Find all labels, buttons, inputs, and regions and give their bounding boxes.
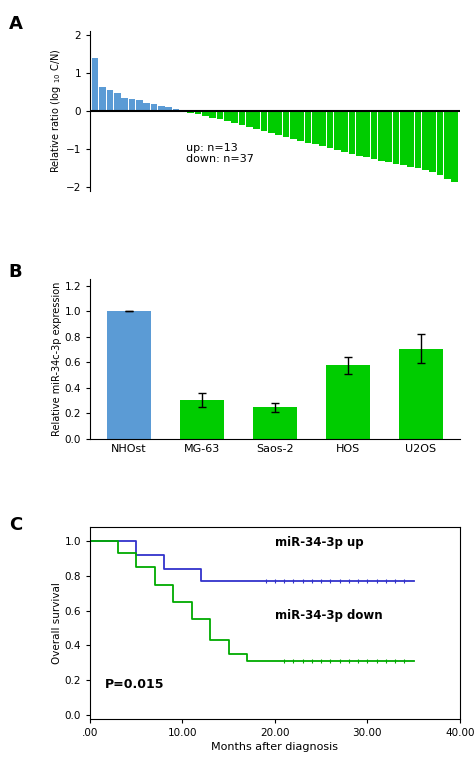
Bar [363,111,370,157]
Bar [246,111,253,127]
Bar [415,111,421,169]
Bar [275,111,282,135]
Bar [371,111,377,159]
Bar [356,111,363,155]
Bar [407,111,414,167]
Bar [429,111,436,173]
Bar [261,111,267,131]
X-axis label: Months after diagnosis: Months after diagnosis [211,742,338,752]
Y-axis label: Relative miR-34c-3p expression: Relative miR-34c-3p expression [52,282,62,436]
Bar [400,111,407,166]
Bar [136,100,143,111]
Bar [392,111,399,164]
Bar [341,111,348,152]
Bar [319,111,326,146]
Bar [224,111,230,121]
Bar [231,111,238,123]
Bar [114,93,120,111]
Bar [217,111,223,119]
Y-axis label: Relative ratio (log $_{10}$ C/N): Relative ratio (log $_{10}$ C/N) [49,48,63,173]
Bar [378,111,384,161]
Text: miR-34-3p down: miR-34-3p down [275,609,383,622]
Bar [437,111,443,175]
Bar [158,105,164,111]
Bar [297,111,304,141]
Bar [107,311,151,439]
Bar [209,111,216,118]
Text: B: B [9,263,22,281]
Bar [253,111,260,129]
Bar [173,109,179,111]
Bar [202,111,209,116]
Bar [99,87,106,111]
Text: A: A [9,16,23,34]
Bar [195,111,201,114]
Text: C: C [9,515,22,533]
Text: up: n=13
down: n=37: up: n=13 down: n=37 [186,143,254,165]
Text: miR-34-3p up: miR-34-3p up [275,537,364,549]
Bar [326,366,370,439]
Bar [385,111,392,162]
Bar [444,111,451,179]
Bar [290,111,297,139]
Bar [253,408,297,439]
Bar [187,111,194,113]
Bar [107,90,113,111]
Bar [349,111,355,154]
Bar [451,111,458,183]
Bar [312,111,319,144]
Bar [268,111,274,133]
Bar [121,98,128,111]
Bar [143,102,150,111]
Bar [422,111,428,170]
Text: P=0.015: P=0.015 [105,678,164,691]
Bar [165,107,172,111]
Bar [305,111,311,142]
Y-axis label: Overall survival: Overall survival [52,582,62,664]
Bar [151,104,157,111]
Bar [399,349,443,439]
Bar [128,99,135,111]
Bar [327,111,333,148]
Bar [180,401,224,439]
Bar [92,58,99,111]
Bar [283,111,289,137]
Bar [238,111,245,126]
Bar [334,111,341,150]
